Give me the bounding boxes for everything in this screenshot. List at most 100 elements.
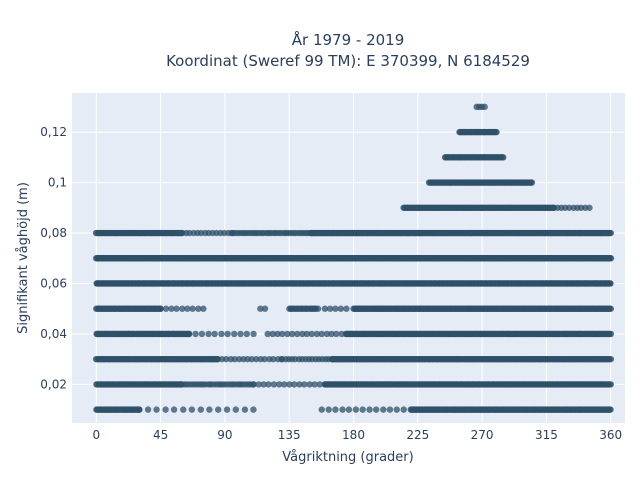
- y-tick-label: 0,12: [40, 125, 67, 139]
- data-point: [607, 330, 615, 338]
- y-axis-title: Signifikant våghöjd (m): [16, 182, 31, 334]
- data-point: [493, 128, 500, 136]
- data-point: [261, 355, 268, 363]
- data-point: [284, 330, 291, 338]
- data-point: [400, 406, 407, 413]
- x-tick-label: 270: [471, 428, 494, 442]
- data-point: [296, 381, 303, 388]
- data-point: [192, 330, 199, 338]
- data-point: [366, 406, 373, 413]
- data-point: [274, 330, 281, 338]
- data-point: [318, 330, 325, 338]
- x-tick-label: 45: [153, 428, 168, 442]
- x-tick-label: 0: [92, 428, 100, 442]
- x-axis-title: Vågriktning (grader): [282, 450, 413, 465]
- data-point: [200, 305, 207, 312]
- data-point: [173, 305, 180, 312]
- y-tick-label: 0,08: [40, 226, 67, 240]
- data-point: [215, 406, 222, 413]
- data-point: [332, 305, 339, 312]
- data-point: [270, 381, 278, 388]
- data-point: [231, 330, 238, 338]
- data-point: [586, 204, 593, 211]
- data-point: [180, 406, 187, 413]
- y-tick-label: 0,04: [40, 327, 67, 341]
- data-point: [386, 406, 394, 413]
- data-point: [380, 406, 387, 413]
- data-point: [607, 280, 614, 287]
- data-point: [255, 381, 262, 388]
- x-tick-label: 135: [278, 428, 301, 442]
- data-point: [218, 330, 225, 338]
- data-point: [231, 355, 238, 363]
- data-point: [607, 355, 615, 363]
- data-point: [328, 330, 335, 338]
- data-point: [136, 406, 143, 413]
- data-point: [327, 305, 334, 312]
- data-point: [269, 330, 276, 338]
- data-point: [162, 305, 170, 312]
- data-point: [261, 305, 269, 312]
- data-point: [211, 330, 218, 338]
- data-point: [500, 154, 507, 161]
- data-point: [286, 381, 293, 388]
- data-point: [359, 406, 366, 413]
- data-point: [250, 381, 257, 388]
- data-point: [607, 229, 615, 237]
- data-point: [170, 406, 178, 413]
- data-point: [308, 330, 315, 338]
- data-point: [481, 103, 488, 111]
- data-point: [243, 330, 250, 338]
- y-tick-label: 0,1: [48, 176, 67, 190]
- chart-title-line-1: År 1979 - 2019: [292, 30, 405, 49]
- data-point: [607, 255, 615, 262]
- chart-title-line-2: Koordinat (Sweref 99 TM): E 370399, N 61…: [166, 52, 530, 70]
- data-point: [184, 305, 191, 312]
- x-tick-label: 360: [599, 428, 622, 442]
- data-point: [393, 406, 400, 413]
- data-point: [206, 406, 213, 413]
- data-point: [144, 406, 152, 413]
- data-point: [281, 381, 288, 388]
- data-point: [265, 381, 272, 388]
- x-tick-label: 225: [406, 428, 429, 442]
- data-point: [323, 330, 331, 338]
- data-point: [241, 406, 249, 413]
- data-point: [316, 381, 323, 388]
- data-point: [279, 330, 286, 338]
- data-point: [314, 305, 322, 312]
- y-tick-label: 0,06: [40, 276, 67, 290]
- y-tick-labels: 0,020,040,060,080,10,12: [40, 125, 67, 391]
- data-point: [257, 305, 264, 312]
- data-point: [223, 355, 230, 363]
- data-point: [168, 305, 175, 312]
- data-point: [345, 406, 353, 413]
- data-point: [607, 305, 615, 312]
- data-point: [325, 406, 332, 413]
- data-point: [607, 381, 615, 388]
- data-point: [313, 330, 321, 338]
- data-point: [250, 330, 257, 338]
- data-point: [294, 330, 301, 338]
- data-point: [237, 330, 244, 338]
- data-point: [332, 406, 339, 413]
- x-tick-label: 90: [217, 428, 232, 442]
- data-point: [352, 406, 360, 413]
- data-point: [223, 406, 231, 413]
- data-point: [232, 406, 240, 413]
- data-point: [311, 381, 318, 388]
- data-point: [250, 406, 257, 413]
- data-points: [92, 103, 615, 413]
- x-tick-label: 180: [342, 428, 365, 442]
- x-tick-labels: 0 45 90 135 180 225 270 315 360: [92, 428, 622, 442]
- data-point: [339, 406, 346, 413]
- data-point: [195, 305, 202, 312]
- data-point: [291, 381, 298, 388]
- data-point: [179, 305, 186, 312]
- data-point: [337, 305, 345, 312]
- data-point: [301, 381, 308, 388]
- data-point: [198, 330, 206, 338]
- data-point: [343, 305, 350, 312]
- data-point: [157, 305, 164, 312]
